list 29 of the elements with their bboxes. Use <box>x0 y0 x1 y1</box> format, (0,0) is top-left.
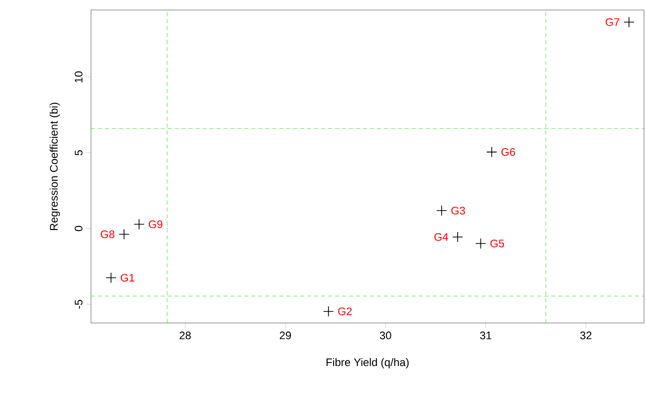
point <box>118 228 130 240</box>
point <box>452 232 464 242</box>
annotation: G6 <box>501 148 516 156</box>
y-tick-label: 0 <box>74 226 82 232</box>
y-tick-label: 10 <box>74 71 82 82</box>
annotation: G7 <box>606 18 620 26</box>
annotation: G9 <box>148 220 162 228</box>
annotation: G5 <box>490 240 504 248</box>
annotation: G2 <box>338 307 352 316</box>
x-tick-label: 31 <box>480 332 492 340</box>
annotation: G3 <box>451 206 465 215</box>
y-tick-label: -5 <box>74 300 82 309</box>
point <box>134 218 144 230</box>
point <box>106 272 116 284</box>
point <box>475 238 486 249</box>
x-axis-title: Fibre Yield (q/ha) <box>326 358 409 368</box>
x-tick-label: 32 <box>580 332 592 340</box>
point <box>486 146 498 158</box>
point <box>624 16 634 28</box>
x-tick-label: 30 <box>380 332 392 340</box>
x-tick-label: 29 <box>280 332 291 340</box>
y-axis-title: Regression Coefficient (bi) <box>50 102 60 230</box>
x-tick-label: 28 <box>180 332 191 340</box>
point <box>323 306 334 317</box>
point <box>436 205 448 216</box>
annotation: G1 <box>120 274 134 282</box>
annotation: G4 <box>434 233 448 241</box>
y-tick-label: 5 <box>74 150 82 156</box>
annotation: G8 <box>100 230 114 238</box>
